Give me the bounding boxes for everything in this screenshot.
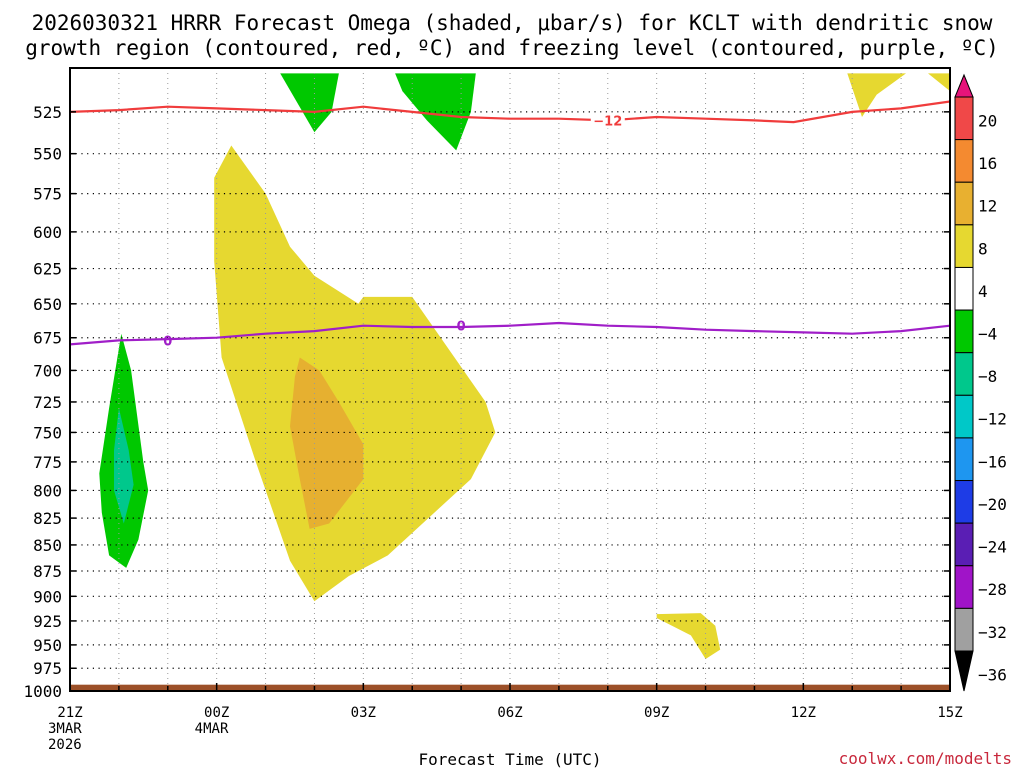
colorbar-label-6: −8 bbox=[978, 367, 997, 386]
colorbar-label-4: 4 bbox=[978, 282, 988, 301]
y-tick-label-600: 600 bbox=[33, 223, 62, 242]
plot-content: −12 0 0 bbox=[70, 68, 950, 691]
y-tick-label-725: 725 bbox=[33, 393, 62, 412]
contour-line-1 bbox=[70, 321, 950, 346]
colorbar-label-0: 20 bbox=[978, 111, 997, 130]
credit-text: coolwx.com/modelts bbox=[839, 749, 1012, 768]
colorbar-label-2: 12 bbox=[978, 197, 997, 216]
y-tick-label-875: 875 bbox=[33, 562, 62, 581]
colorbar-swatch-9 bbox=[954, 480, 974, 524]
x-tick-label-0-0: 21Z bbox=[57, 705, 82, 721]
colorbar-swatch-2 bbox=[954, 181, 974, 226]
omega-region-0 bbox=[214, 145, 496, 602]
y-tick-label-650: 650 bbox=[33, 295, 62, 314]
colorbar-label-9: −20 bbox=[978, 495, 1007, 514]
y-tick-label-550: 550 bbox=[33, 145, 62, 164]
x-tick-label-5-0: 12Z bbox=[791, 705, 816, 721]
title-line-1: 2026030321 HRRR Forecast Omega (shaded, … bbox=[32, 11, 993, 35]
colorbar-label-11: −28 bbox=[978, 580, 1007, 599]
freezing-label-a: 0 bbox=[457, 320, 466, 335]
y-tick-label-950: 950 bbox=[33, 636, 62, 655]
y-tick-label-850: 850 bbox=[33, 536, 62, 555]
title-line-2: growth region (contoured, red, ºC) and f… bbox=[25, 36, 999, 60]
colorbar-swatch-1 bbox=[954, 139, 974, 183]
colorbar-swatch-8 bbox=[954, 437, 974, 482]
colorbar-label-5: −4 bbox=[978, 325, 997, 344]
colorbar: 20 16 12 8 4 −4 −8 −12 −16 −20 −24 −28 −32 −36 bbox=[954, 73, 1007, 692]
colorbar-swatch-5 bbox=[954, 309, 974, 354]
colorbar-swatch-6 bbox=[954, 352, 974, 396]
colorbar-label-8: −16 bbox=[978, 452, 1007, 471]
colorbar-bottom-arrow bbox=[954, 650, 974, 692]
x-tick-label-1-0: 00Z bbox=[204, 705, 229, 721]
colorbar-top-arrow bbox=[954, 73, 974, 98]
x-tick-label-0-1: 3MAR bbox=[48, 721, 82, 737]
omega-region-1 bbox=[290, 357, 364, 529]
colorbar-label-1: 16 bbox=[978, 154, 997, 173]
colorbar-swatch-11 bbox=[954, 565, 974, 609]
contour-line-0 bbox=[70, 100, 950, 124]
colorbar-swatch-12 bbox=[954, 607, 974, 652]
omega-region-3 bbox=[847, 73, 906, 117]
plot-area: −12 0 0 bbox=[70, 68, 950, 691]
y-tick-label-675: 675 bbox=[33, 329, 62, 348]
x-axis-label: Forecast Time (UTC) bbox=[418, 750, 601, 768]
y-tick-label-750: 750 bbox=[33, 423, 62, 442]
colorbar-swatch-0 bbox=[954, 96, 974, 141]
x-tick-label-1-1: 4MAR bbox=[195, 721, 229, 737]
x-tick-label-3-0: 06Z bbox=[497, 705, 522, 721]
y-tick-label-975: 975 bbox=[33, 659, 62, 678]
y-tick-label-825: 825 bbox=[33, 509, 62, 528]
y-tick-label-700: 700 bbox=[33, 361, 62, 380]
colorbar-label-7: −12 bbox=[978, 410, 1007, 429]
freezing-label-b: 0 bbox=[163, 334, 172, 349]
y-tick-label-625: 625 bbox=[33, 260, 62, 279]
y-tick-label-900: 900 bbox=[33, 587, 62, 606]
x-tick-label-2-0: 03Z bbox=[351, 705, 376, 721]
y-tick-label-800: 800 bbox=[33, 481, 62, 500]
colorbar-label-3: 8 bbox=[978, 239, 988, 258]
colorbar-label-13: −36 bbox=[978, 665, 1007, 684]
omega-region-6 bbox=[114, 408, 134, 524]
omega-region-2 bbox=[656, 613, 721, 659]
plot-frame bbox=[69, 67, 951, 692]
colorbar-swatch-3 bbox=[954, 224, 974, 268]
y-tick-label-525: 525 bbox=[33, 103, 62, 122]
x-tick-label-0-2: 2026 bbox=[48, 737, 82, 753]
colorbar-label-12: −32 bbox=[978, 623, 1007, 642]
axes: 525 550 575 600 625 650 675 700 725 750 775 800 825 8… bbox=[23, 67, 963, 753]
contour-label-dgz: −12 bbox=[593, 114, 622, 129]
omega-region-7 bbox=[280, 73, 339, 133]
y-tick-label-575: 575 bbox=[33, 185, 62, 204]
colorbar-swatch-10 bbox=[954, 522, 974, 567]
y-tick-label-775: 775 bbox=[33, 453, 62, 472]
x-tick-label-4-0: 09Z bbox=[644, 705, 669, 721]
contour-label-bg-0 bbox=[590, 112, 625, 129]
colorbar-label-10: −24 bbox=[978, 538, 1007, 557]
colorbar-swatch-4 bbox=[954, 266, 974, 311]
omega-region-4 bbox=[928, 73, 950, 92]
y-tick-label-925: 925 bbox=[33, 612, 62, 631]
colorbar-swatch-7 bbox=[954, 394, 974, 439]
y-tick-label-1000: 1000 bbox=[23, 682, 62, 701]
x-tick-label-6-0: 15Z bbox=[937, 705, 962, 721]
